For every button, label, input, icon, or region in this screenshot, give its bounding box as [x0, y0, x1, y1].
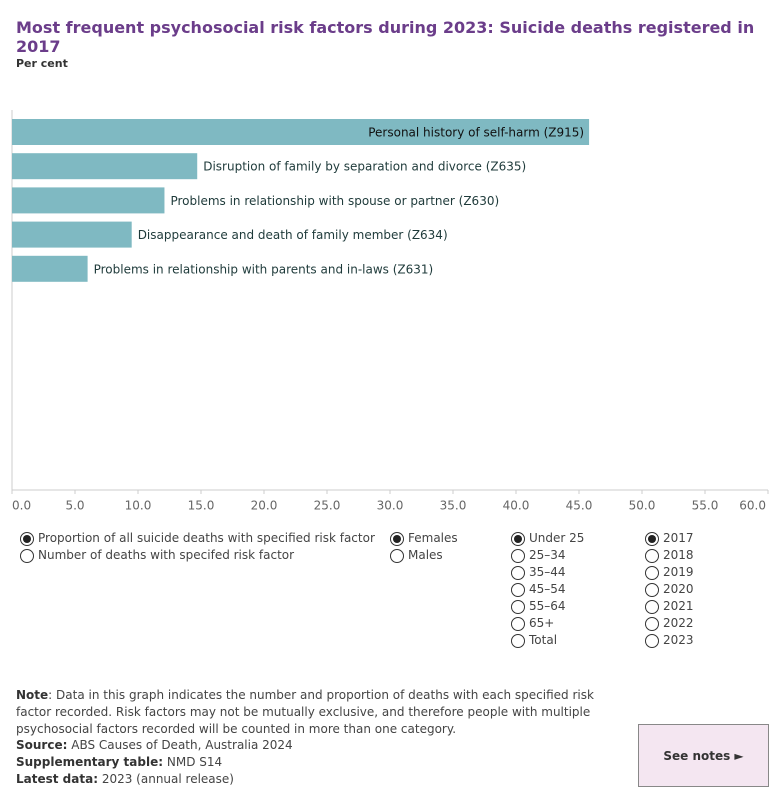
- note: Note: Data in this graph indicates the n…: [16, 687, 606, 737]
- bar: [12, 255, 88, 282]
- radio-label[interactable]: 35–44: [529, 565, 566, 579]
- radio-label[interactable]: 2020: [663, 582, 694, 596]
- x-tick-label: 5.0: [65, 499, 84, 513]
- supp: Supplementary table: NMD S14: [16, 754, 606, 771]
- radio-button[interactable]: [511, 634, 525, 648]
- latest: Latest data: 2023 (annual release): [16, 771, 606, 788]
- radio-label[interactable]: 2023: [663, 633, 694, 647]
- radio-button[interactable]: [645, 549, 659, 563]
- bar-label: Problems in relationship with spouse or …: [170, 194, 499, 208]
- source-text: ABS Causes of Death, Australia 2024: [71, 738, 293, 753]
- x-tick-label: 35.0: [440, 499, 467, 513]
- bar: [12, 119, 590, 145]
- radio-label[interactable]: 45–54: [529, 582, 566, 596]
- radio-label[interactable]: 2022: [663, 616, 694, 630]
- radio-label[interactable]: Under 25: [529, 531, 585, 545]
- radio-label[interactable]: 55–64: [529, 599, 566, 613]
- source: Source: ABS Causes of Death, Australia 2…: [16, 737, 606, 754]
- x-tick-label: 25.0: [314, 499, 341, 513]
- radio-label[interactable]: 65+: [529, 616, 555, 630]
- supp-text: NMD S14: [166, 755, 223, 770]
- radio-label[interactable]: Total: [529, 633, 558, 647]
- see-notes-button[interactable]: See notes ►: [638, 724, 769, 787]
- radio-label[interactable]: Proportion of all suicide deaths with sp…: [38, 531, 375, 545]
- x-tick-label: 20.0: [251, 499, 278, 513]
- radio-label[interactable]: 2018: [663, 548, 694, 562]
- radio-label[interactable]: Number of deaths with specifed risk fact…: [38, 548, 295, 562]
- radio-label[interactable]: Males: [408, 548, 443, 562]
- x-tick-label: 40.0: [503, 499, 530, 513]
- radio-button[interactable]: [511, 617, 525, 631]
- radio-button[interactable]: [645, 600, 659, 614]
- chart-subtitle: Per cent: [16, 57, 68, 70]
- x-tick-label: 50.0: [629, 499, 656, 513]
- radio-button[interactable]: [645, 566, 659, 580]
- x-tick-label: 30.0: [377, 499, 404, 513]
- radio-button[interactable]: [390, 549, 404, 563]
- radio-label[interactable]: 2019: [663, 565, 694, 579]
- source-label: Source:: [16, 738, 68, 753]
- radio-button[interactable]: [645, 532, 659, 546]
- radio-button[interactable]: [511, 583, 525, 597]
- x-tick-label: 45.0: [566, 499, 593, 513]
- radio-button[interactable]: [645, 617, 659, 631]
- notes: Note: Data in this graph indicates the n…: [16, 687, 606, 788]
- x-tick-label: 55.0: [692, 499, 719, 513]
- radio-label[interactable]: 2017: [663, 531, 694, 545]
- radio-button[interactable]: [645, 634, 659, 648]
- x-tick-label: 15.0: [188, 499, 215, 513]
- radio-button[interactable]: [645, 583, 659, 597]
- radio-button[interactable]: [511, 600, 525, 614]
- radio-label[interactable]: Females: [408, 531, 458, 545]
- x-tick-label: 10.0: [125, 499, 152, 513]
- bar-label: Problems in relationship with parents an…: [94, 262, 434, 276]
- radio-label[interactable]: 2021: [663, 599, 694, 613]
- note-text: : Data in this graph indicates the numbe…: [16, 688, 594, 736]
- bar: [12, 221, 132, 248]
- bar: [12, 153, 198, 180]
- note-label: Note: [16, 688, 49, 702]
- chart: 0.0 5.0 10.0 15.0 20.0 25.0 30.0 35.0 40.0 45.0 50…: [11, 110, 769, 513]
- bar-label: Disruption of family by separation and d…: [203, 160, 526, 174]
- radio-button[interactable]: [511, 549, 525, 563]
- bar-label: Disappearance and death of family member…: [138, 228, 448, 242]
- radio-button[interactable]: [511, 532, 525, 546]
- supp-label: Supplementary table:: [16, 755, 164, 770]
- x-tick-label: 0.0: [12, 499, 31, 513]
- bar: [12, 187, 165, 214]
- radio-button[interactable]: [20, 549, 34, 563]
- chart-title: Most frequent psychosocial risk factors …: [16, 18, 755, 56]
- bar-label: Personal history of self-harm (Z915): [368, 126, 584, 140]
- latest-text: 2023 (annual release): [101, 771, 234, 786]
- radio-button[interactable]: [511, 566, 525, 580]
- x-tick-label: 60.0: [739, 499, 766, 513]
- radio-button[interactable]: [390, 532, 404, 546]
- latest-label: Latest data:: [16, 771, 98, 786]
- radio-button[interactable]: [20, 532, 34, 546]
- radio-label[interactable]: 25–34: [529, 548, 566, 562]
